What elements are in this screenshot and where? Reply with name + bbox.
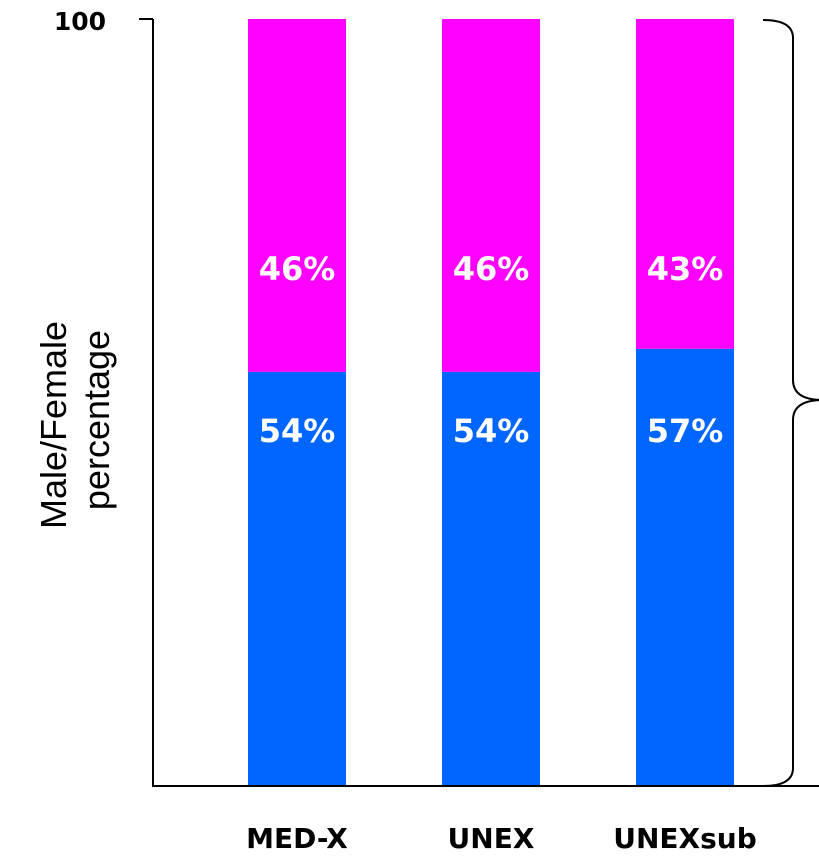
x-tick-label-med-x: MED-X — [246, 822, 348, 855]
y-axis-label-line-2: percentage — [76, 330, 117, 510]
bar-unexsub-segment-1 — [636, 348, 734, 786]
y-axis-label-line-1: Male/Female — [33, 321, 74, 529]
x-tick-label-unexsub: UNEXsub — [613, 822, 757, 855]
data-label-med-x-segment-1: 54% — [259, 412, 336, 450]
x-category-labels: MED-X UNEX UNEXsub — [246, 822, 757, 855]
data-label-unexsub-segment-1: 57% — [647, 412, 724, 450]
bar-unexsub-segment-2 — [636, 19, 734, 349]
bar-med-x-segment-2 — [248, 19, 346, 372]
y-axis-label: Male/Female percentage — [33, 311, 117, 529]
x-tick-label-unex: UNEX — [448, 822, 535, 855]
bar-unex-segment-1 — [442, 371, 540, 786]
bar-med-x-segment-1 — [248, 371, 346, 786]
data-label-unex-segment-1: 54% — [453, 412, 530, 450]
data-label-unexsub-segment-2: 43% — [647, 250, 724, 288]
bar-unex-segment-2 — [442, 19, 540, 372]
bracket — [762, 19, 819, 787]
data-label-med-x-segment-2: 46% — [259, 250, 336, 288]
y-tick-label-100: 100 — [54, 7, 106, 36]
bar-group — [248, 19, 734, 786]
bar-label-group: 54% 46% 54% 46% 57% 43% — [259, 250, 724, 450]
data-label-unex-segment-2: 46% — [453, 250, 530, 288]
